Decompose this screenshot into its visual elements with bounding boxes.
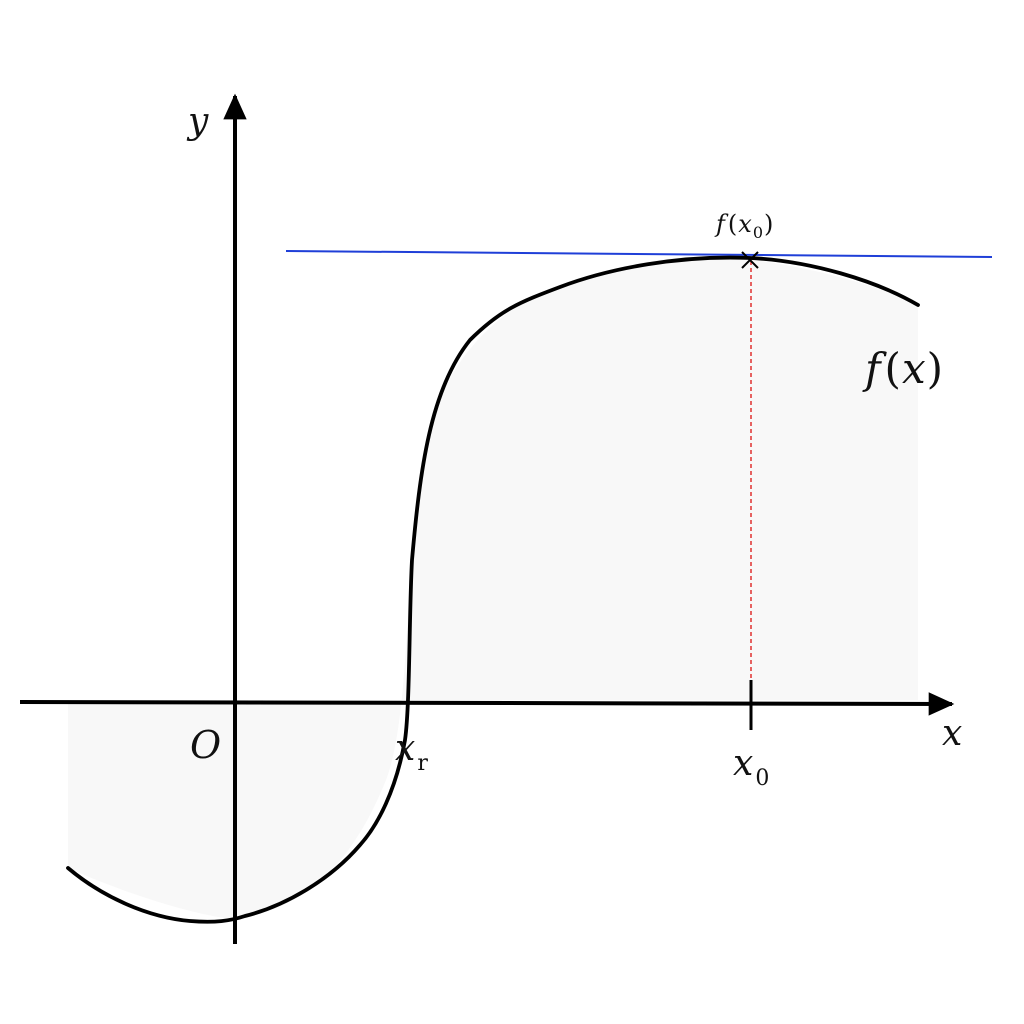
- root-label: xr: [395, 728, 428, 776]
- origin-label: O: [190, 723, 221, 767]
- x0-label: x0: [733, 743, 769, 791]
- horizontal-blue-line: [285, 250, 993, 258]
- light-shaded-region: [68, 256, 918, 919]
- x-axis: [19, 692, 955, 716]
- function-curve: [66, 255, 920, 924]
- point-label: f (x0): [714, 210, 773, 242]
- x-mark-icon: [741, 251, 759, 269]
- x-axis-label: x: [942, 713, 962, 754]
- function-label: f(x): [862, 344, 943, 393]
- y-axis-label: y: [186, 101, 209, 142]
